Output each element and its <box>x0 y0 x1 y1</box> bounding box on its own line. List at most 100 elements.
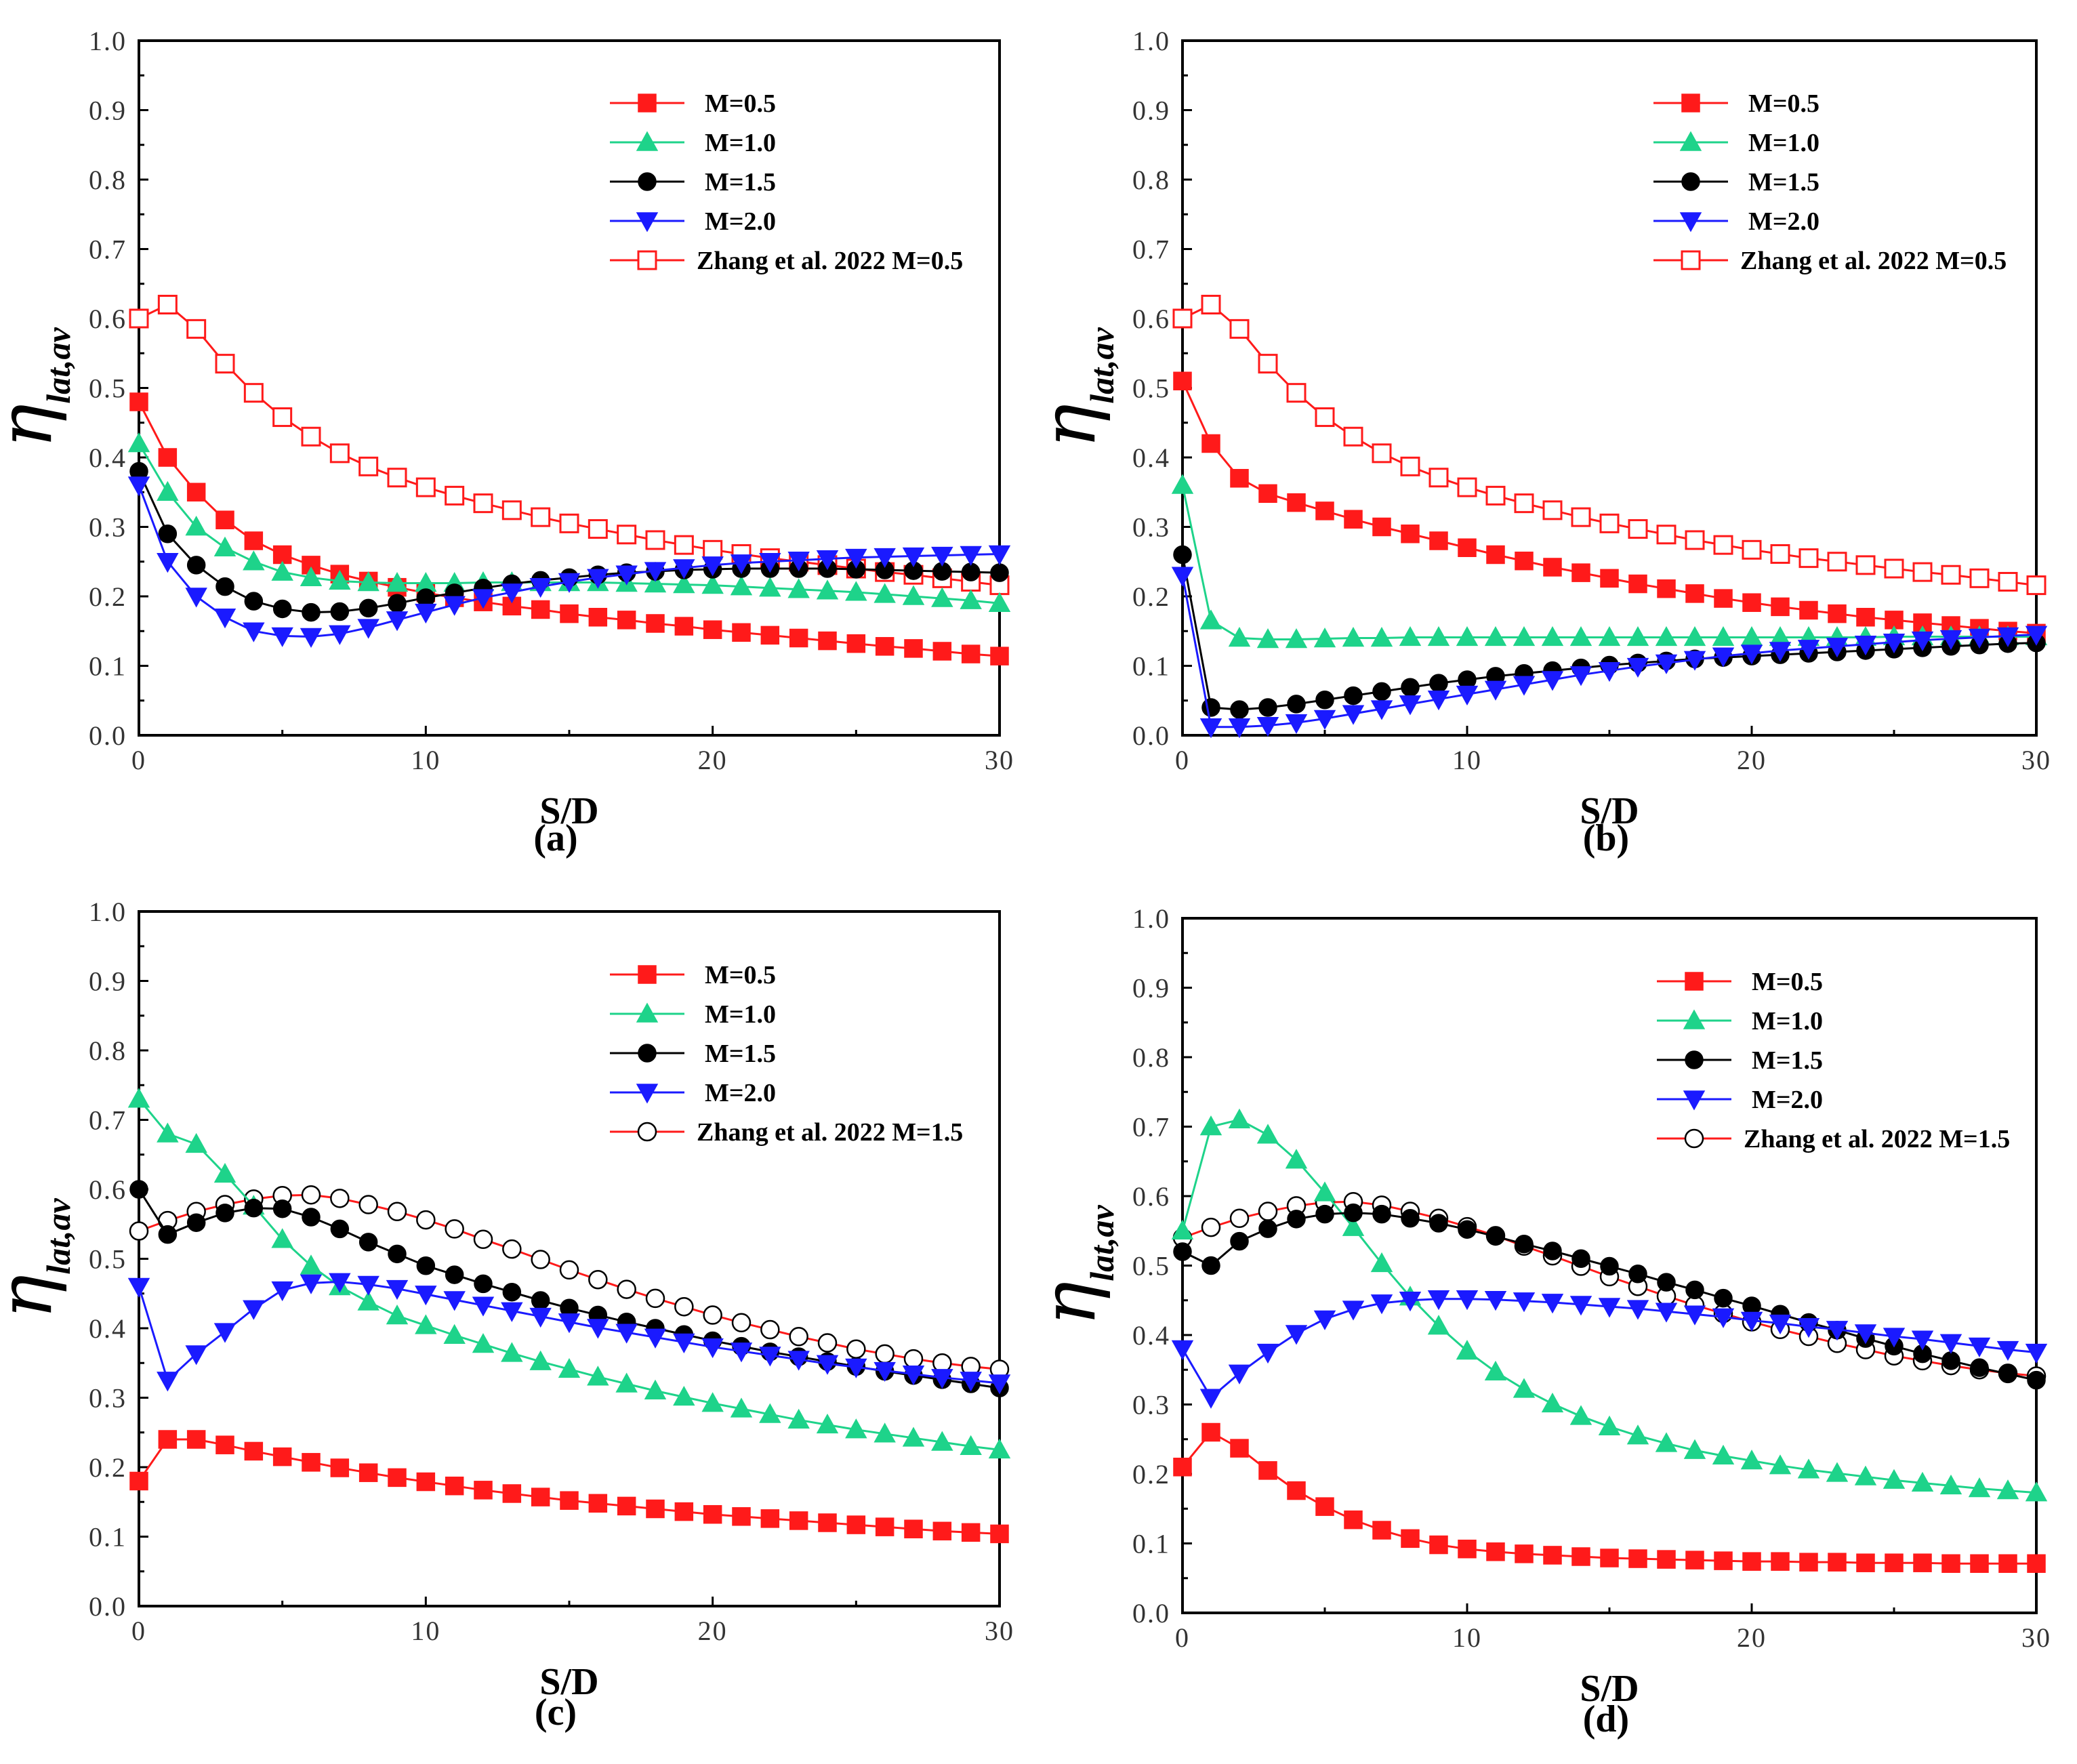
data-point <box>387 468 407 488</box>
legend-item: M=2.0 <box>610 1079 776 1107</box>
data-point <box>1571 1547 1590 1566</box>
data-point <box>158 448 178 467</box>
data-point <box>1484 625 1507 647</box>
data-point <box>1230 469 1249 488</box>
legend-marker <box>1684 1128 1704 1149</box>
data-point <box>1769 1454 1792 1475</box>
data-point <box>129 392 148 411</box>
data-point <box>1514 493 1534 514</box>
data-point <box>701 556 724 577</box>
legend-marker <box>637 1122 657 1142</box>
data-point <box>358 598 378 618</box>
data-point <box>330 602 350 621</box>
data-point <box>1513 1378 1536 1398</box>
data-point <box>558 1357 581 1378</box>
y-tick-label: 0.0 <box>89 720 127 751</box>
data-point <box>617 525 637 545</box>
data-point <box>730 1397 753 1418</box>
data-point <box>587 569 609 589</box>
data-point <box>818 1513 837 1532</box>
data-point <box>1199 609 1222 630</box>
data-point <box>501 500 522 520</box>
data-point <box>1856 608 1875 627</box>
data-point <box>1344 1510 1363 1530</box>
data-point <box>1941 1554 1960 1573</box>
data-point <box>732 623 751 642</box>
data-point <box>1256 1124 1279 1144</box>
x-tick-label: 20 <box>698 1616 728 1646</box>
data-point <box>560 1491 579 1510</box>
data-point <box>760 1319 780 1340</box>
data-point <box>301 426 321 447</box>
data-point <box>1456 625 1479 647</box>
data-point <box>1571 507 1591 527</box>
series-line <box>1181 575 2037 729</box>
data-point <box>1458 1539 1477 1559</box>
legend: M=0.5 M=1.0 M=1.5 M=2.0 Zhang et al. 2022 M=… <box>1657 968 2010 1153</box>
data-point <box>1769 642 1792 662</box>
data-point <box>1515 1544 1534 1563</box>
data-point <box>760 625 780 645</box>
data-point <box>1939 1334 1962 1354</box>
data-point <box>127 1088 150 1108</box>
data-point <box>1569 625 1592 647</box>
data-point <box>1628 574 1647 594</box>
data-point <box>846 634 866 653</box>
data-point <box>902 547 925 568</box>
data-point <box>272 407 293 428</box>
legend-marker <box>1681 250 1701 270</box>
data-point <box>1230 700 1249 719</box>
data-point <box>960 1435 982 1455</box>
data-point <box>329 569 351 590</box>
data-point <box>1513 625 1536 647</box>
data-point <box>789 628 808 648</box>
data-point <box>1771 1552 1790 1571</box>
data-point <box>673 1333 695 1353</box>
data-point <box>1968 628 1991 649</box>
data-point <box>386 1305 409 1325</box>
data-point <box>1714 1551 1733 1570</box>
data-point <box>760 1509 780 1528</box>
data-point <box>1655 1432 1678 1452</box>
data-point <box>845 548 867 569</box>
data-point <box>1714 1288 1733 1308</box>
data-point <box>588 519 608 539</box>
legend-label: Zhang et al. 2022 M=1.5 <box>697 1118 963 1147</box>
data-point <box>1256 628 1279 649</box>
y-axis-symbol: η <box>0 404 68 449</box>
data-point <box>875 1344 894 1364</box>
data-point <box>215 577 234 596</box>
legend-label: M=1.0 <box>1752 1007 1823 1035</box>
data-point <box>531 1488 550 1506</box>
data-point <box>587 1319 609 1339</box>
data-point <box>271 1228 293 1248</box>
legend-marker <box>636 1002 659 1023</box>
legend-marker <box>1683 1090 1706 1111</box>
legend-item: M=2.0 <box>1653 207 1819 236</box>
data-point <box>157 480 179 501</box>
data-point <box>960 546 982 566</box>
y-axis-label: ηlat,av <box>0 1198 77 1319</box>
data-point <box>415 477 436 497</box>
y-tick-label: 1.0 <box>89 26 127 56</box>
data-point <box>644 1328 667 1349</box>
data-point <box>1201 698 1220 717</box>
legend-item: M=0.5 <box>1657 968 1823 996</box>
data-point <box>1372 443 1392 464</box>
data-point <box>1598 661 1621 682</box>
data-point <box>127 432 150 453</box>
data-point <box>443 1291 466 1311</box>
data-point <box>846 1515 866 1534</box>
data-point <box>415 1286 437 1306</box>
data-point <box>329 625 351 645</box>
data-point <box>1201 434 1220 453</box>
data-point <box>1173 545 1192 565</box>
data-point <box>873 1361 896 1382</box>
y-tick-label: 0.6 <box>1132 304 1170 334</box>
data-point <box>302 1208 321 1227</box>
data-point <box>2025 1343 2048 1364</box>
data-point <box>415 1314 437 1334</box>
y-tick-label: 0.9 <box>89 96 127 126</box>
data-point <box>416 1210 436 1230</box>
